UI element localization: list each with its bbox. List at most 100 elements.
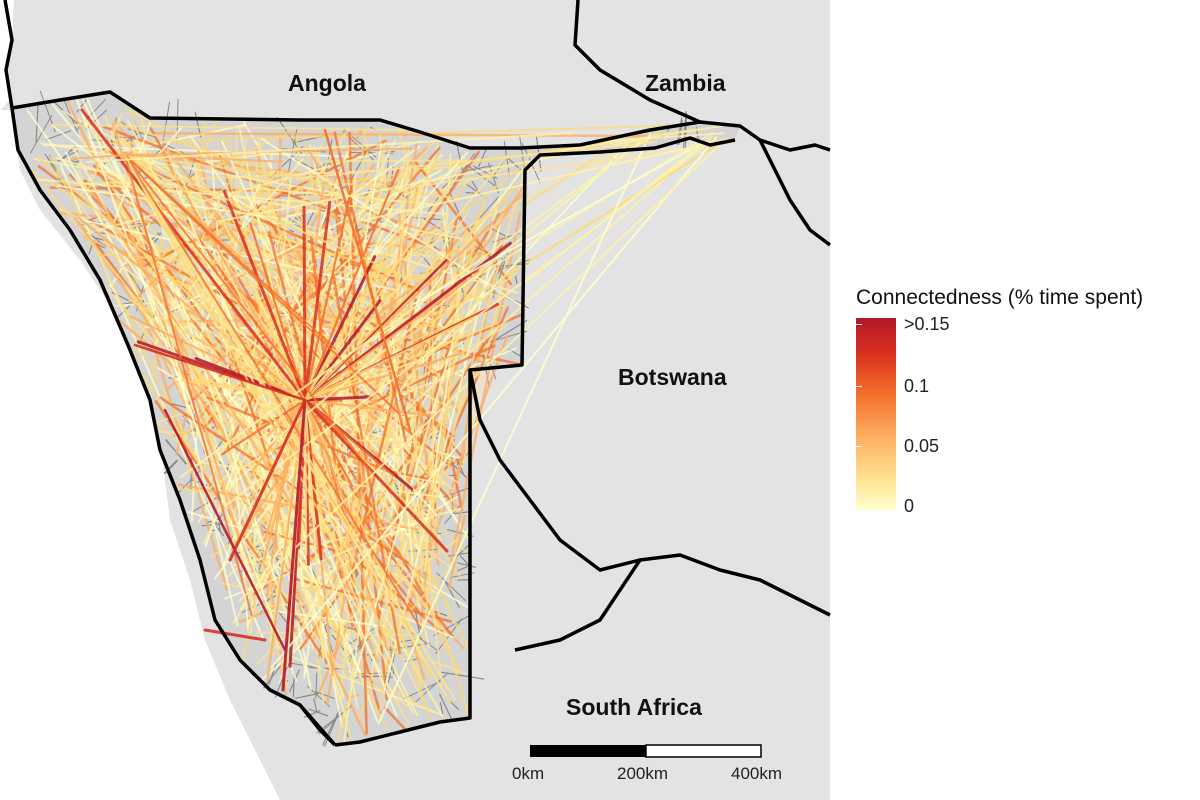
- cell-edge: [436, 572, 467, 602]
- coastline-north: [3, 0, 14, 109]
- connection-line: [265, 139, 642, 448]
- connection-line: [37, 178, 447, 216]
- botswana-south-border: [468, 369, 831, 617]
- connection-line: [124, 154, 460, 200]
- connection-line: [302, 205, 307, 402]
- connection-line: [411, 142, 703, 306]
- connection-line: [77, 216, 307, 402]
- connection-line: [152, 132, 666, 138]
- legend-tickmark: [856, 324, 862, 325]
- country-borders: [3, 0, 832, 747]
- cell-edge: [456, 544, 470, 558]
- connection-line: [163, 408, 287, 652]
- connection-line: [111, 122, 241, 543]
- connection-line: [50, 123, 415, 132]
- connection-line: [414, 161, 513, 286]
- connection-line: [303, 156, 439, 402]
- connection-line: [238, 142, 722, 603]
- connection-line: [303, 184, 518, 402]
- cell-edge: [324, 709, 341, 747]
- connection-line: [303, 398, 354, 488]
- connection-line: [383, 706, 406, 730]
- cell-edge: [29, 114, 53, 154]
- connection-line: [124, 154, 337, 350]
- connection-line: [291, 224, 462, 265]
- connection-line: [264, 398, 307, 542]
- country-label-botswana: Botswana: [618, 364, 727, 390]
- cell-edge: [478, 148, 487, 168]
- scalebar-black: [530, 745, 646, 757]
- cell-edge: [439, 693, 453, 722]
- connection-line: [295, 140, 657, 180]
- connection-line: [325, 145, 421, 215]
- cell-edge: [313, 698, 318, 713]
- connection-line: [303, 398, 332, 520]
- cell-edge: [175, 470, 200, 496]
- connection-line: [36, 155, 307, 402]
- connection-line: [419, 164, 515, 199]
- connection-line: [260, 137, 524, 308]
- connection-line: [303, 398, 308, 556]
- cell-edge: [289, 669, 300, 693]
- connection-line: [303, 140, 368, 471]
- cell-edge: [69, 159, 79, 164]
- legend-tick-label: 0.05: [904, 436, 940, 456]
- connection-line: [331, 182, 363, 344]
- connection-line: [238, 609, 269, 623]
- connection-line: [148, 169, 442, 323]
- connection-line: [303, 183, 354, 402]
- connection-line: [115, 317, 427, 579]
- connection-line: [124, 154, 360, 569]
- cell-edge: [88, 243, 93, 255]
- connection-line: [128, 315, 307, 402]
- connection-line: [377, 132, 652, 725]
- cell-edge: [515, 276, 518, 284]
- cell-edge: [76, 99, 88, 113]
- connection-line: [407, 249, 424, 592]
- cell-edge: [471, 180, 479, 192]
- connection-line: [195, 378, 307, 402]
- south-border: [298, 703, 337, 747]
- legend-colorbar: [856, 318, 896, 510]
- connection-line: [80, 108, 307, 402]
- connection-line: [303, 322, 499, 402]
- cell-edge: [322, 711, 340, 746]
- country-label-south-africa: South Africa: [566, 694, 702, 720]
- connection-line: [424, 153, 452, 571]
- northern-border: [11, 90, 831, 152]
- coastline: [10, 107, 337, 747]
- cell-edge: [456, 562, 476, 568]
- cell-edge: [465, 191, 475, 194]
- connection-line: [70, 154, 126, 160]
- connection-line: [238, 126, 359, 709]
- cell-edge: [456, 566, 468, 572]
- connection-line: [133, 343, 307, 402]
- connection-line: [340, 408, 438, 516]
- cell-edge: [163, 459, 178, 474]
- cell-edge: [449, 701, 460, 711]
- connection-line: [39, 142, 357, 198]
- connection-line: [520, 140, 707, 287]
- connection-line: [228, 398, 307, 562]
- connection-line: [348, 131, 368, 735]
- connection-line: [264, 398, 307, 412]
- cell-edge: [268, 659, 278, 686]
- connection-line: [124, 154, 403, 276]
- connection-line: [258, 233, 408, 338]
- cell-edge: [443, 578, 460, 608]
- angola-zambia-border: [573, 0, 701, 124]
- cell-edge: [349, 151, 394, 154]
- connection-line: [589, 132, 725, 144]
- connection-line: [358, 138, 729, 223]
- connection-line: [286, 210, 317, 218]
- connection-lines: [26, 95, 731, 743]
- cell-edge: [459, 555, 469, 566]
- cell-edge: [128, 222, 149, 226]
- connection-line: [373, 185, 525, 421]
- cell-edge: [455, 141, 464, 174]
- connection-line: [303, 398, 359, 534]
- connection-line: [333, 361, 416, 392]
- connection-line: [124, 154, 284, 163]
- connection-line: [303, 398, 449, 553]
- connection-line: [124, 154, 375, 476]
